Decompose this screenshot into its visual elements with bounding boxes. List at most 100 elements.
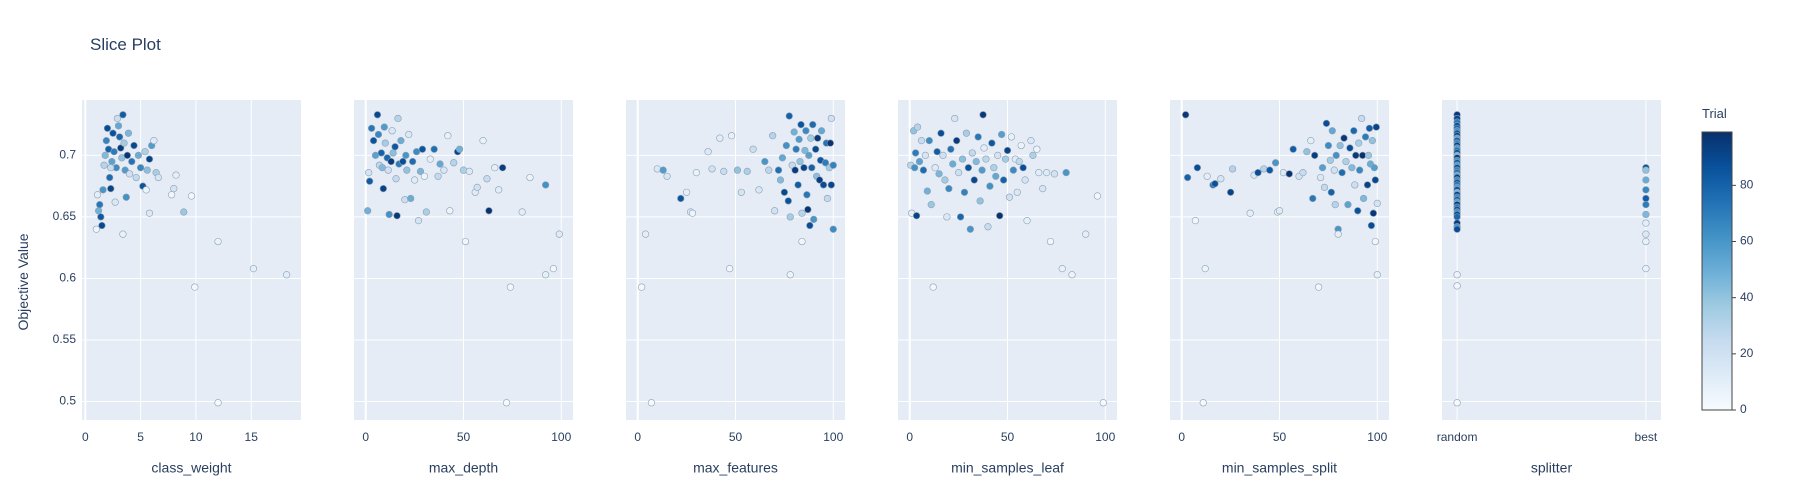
x-axis-label: splitter xyxy=(1531,459,1573,475)
data-point xyxy=(970,176,978,184)
data-point xyxy=(405,130,413,139)
data-point xyxy=(761,157,769,166)
data-point xyxy=(369,137,378,145)
data-point xyxy=(716,134,724,142)
data-point xyxy=(688,209,697,217)
data-point xyxy=(1642,194,1650,203)
data-point xyxy=(921,151,929,159)
data-point xyxy=(790,128,798,136)
data-point xyxy=(401,196,409,204)
data-point xyxy=(972,157,980,166)
data-point xyxy=(1199,399,1207,407)
data-point xyxy=(1311,151,1319,159)
data-point xyxy=(919,166,928,174)
data-point xyxy=(141,148,149,156)
data-point xyxy=(111,198,119,206)
data-point xyxy=(829,161,837,169)
data-point xyxy=(1324,141,1332,150)
data-point xyxy=(988,139,996,147)
data-point xyxy=(785,112,793,120)
data-point xyxy=(765,166,773,174)
colorbar-tick-label: 60 xyxy=(1740,234,1754,248)
data-point xyxy=(1344,201,1352,209)
data-point xyxy=(128,157,136,166)
x-axis-label: max_depth xyxy=(429,459,498,475)
data-point xyxy=(956,213,965,221)
data-point xyxy=(929,283,937,291)
data-point xyxy=(996,212,1004,220)
data-point xyxy=(446,207,454,215)
data-point xyxy=(455,145,464,153)
data-point xyxy=(806,221,814,230)
data-point xyxy=(283,271,291,279)
x-axis-label: max_features xyxy=(693,459,778,475)
x-tick-label: 100 xyxy=(1095,430,1115,444)
data-point xyxy=(1299,169,1307,177)
data-point xyxy=(1035,169,1043,177)
data-point xyxy=(1326,156,1334,164)
data-point xyxy=(1330,166,1338,174)
data-point xyxy=(809,121,817,129)
data-point xyxy=(145,155,154,163)
data-point xyxy=(459,166,468,174)
data-point xyxy=(402,151,410,159)
data-point xyxy=(1331,201,1339,209)
data-point xyxy=(1050,170,1059,178)
data-point xyxy=(1453,399,1461,407)
data-point xyxy=(659,166,667,174)
data-point xyxy=(708,165,716,173)
data-point xyxy=(98,221,106,230)
x-tick-label: 15 xyxy=(245,430,259,444)
y-tick-label: 0.5 xyxy=(59,394,76,408)
data-point xyxy=(409,157,417,166)
data-point xyxy=(134,151,143,159)
data-point xyxy=(827,181,835,189)
data-point xyxy=(1338,169,1346,177)
data-point xyxy=(1642,230,1650,238)
data-point xyxy=(1351,181,1359,189)
data-point xyxy=(827,114,835,123)
data-point xyxy=(1363,181,1372,189)
data-point xyxy=(1371,176,1379,184)
x-tick-label: 50 xyxy=(1273,430,1287,444)
data-point xyxy=(120,139,128,147)
data-point xyxy=(749,145,757,153)
data-point xyxy=(1354,207,1362,215)
data-point xyxy=(416,167,425,175)
colorbar xyxy=(1701,131,1733,411)
data-point xyxy=(1027,137,1035,145)
data-point xyxy=(1642,210,1650,219)
data-point xyxy=(798,237,806,246)
data-point xyxy=(103,124,112,132)
data-point xyxy=(465,167,473,175)
data-point xyxy=(800,164,808,172)
y-axis-label: Objective Value xyxy=(15,233,31,330)
data-point xyxy=(653,165,661,173)
data-point xyxy=(792,145,800,153)
data-point xyxy=(1266,166,1274,174)
data-point xyxy=(388,127,396,135)
data-point xyxy=(1015,157,1023,166)
data-point xyxy=(1017,141,1025,150)
data-point xyxy=(100,161,108,169)
x-axis-label: min_samples_split xyxy=(1222,459,1337,475)
data-point xyxy=(1642,166,1650,174)
data-point xyxy=(976,197,984,205)
data-point xyxy=(1043,169,1051,177)
data-point xyxy=(994,151,1002,159)
data-point xyxy=(143,166,151,174)
data-point xyxy=(978,166,986,174)
data-point xyxy=(1285,170,1293,178)
x-tick-label: 0 xyxy=(82,430,89,444)
data-point xyxy=(1642,219,1650,227)
data-point xyxy=(479,137,487,145)
data-point xyxy=(992,172,1000,180)
data-point xyxy=(937,129,945,137)
data-point xyxy=(935,170,943,178)
data-point xyxy=(958,155,967,163)
data-point xyxy=(1058,265,1066,273)
data-point xyxy=(955,169,963,177)
colorbar-tick-label: 40 xyxy=(1740,290,1754,304)
data-point xyxy=(1320,183,1329,191)
data-point xyxy=(982,155,990,163)
